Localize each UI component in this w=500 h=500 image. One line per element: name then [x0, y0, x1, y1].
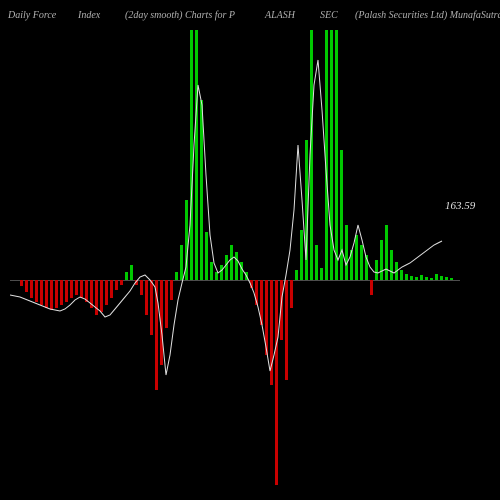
ticker-label: ALASH	[265, 10, 295, 21]
segment-label: SEC	[320, 10, 338, 21]
title-smooth: (2day smooth) Charts for P	[125, 10, 235, 21]
price-label: 163.59	[445, 200, 475, 212]
line-path	[10, 60, 442, 375]
title-index: Index	[78, 10, 100, 21]
company-label: (Palash Securities Ltd) MunafaSutra.com	[355, 10, 500, 21]
chart-header: Daily Force Index (2day smooth) Charts f…	[0, 6, 500, 24]
smooth-line	[10, 25, 460, 485]
title-left: Daily Force	[8, 10, 56, 21]
force-index-chart: 163.59	[10, 25, 460, 485]
